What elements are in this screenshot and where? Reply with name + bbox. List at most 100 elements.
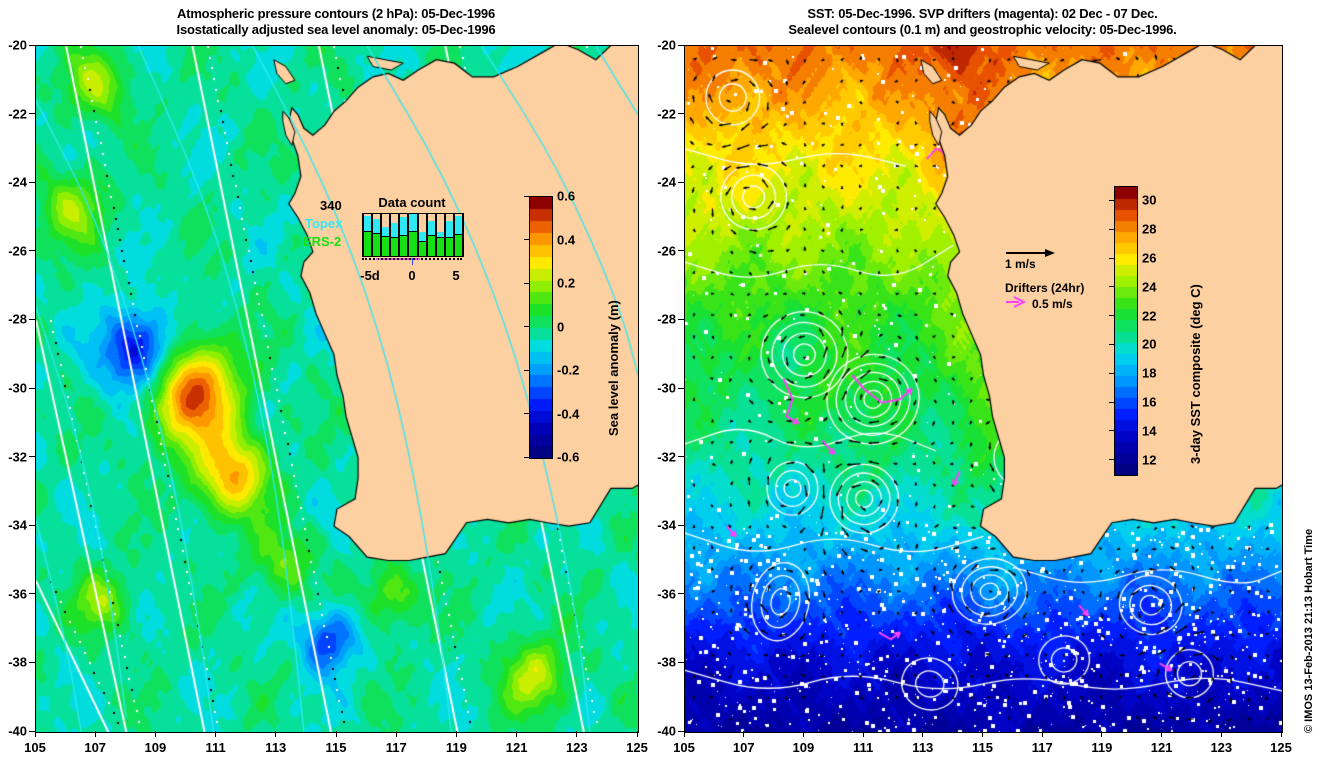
left-lat-tick-label: -32 — [8, 449, 27, 465]
right-lat-tick-label: -28 — [657, 311, 676, 327]
sst-colorbar-tick — [1109, 459, 1114, 461]
right-lon-tick — [922, 731, 924, 737]
sst-colorbar-tick-label: 12 — [1142, 452, 1157, 468]
sst-colorbar-title: 3-day SST composite (deg C) — [1188, 284, 1203, 464]
left-lon-tick — [215, 731, 217, 737]
data-count-xtick-label: 0 — [408, 268, 416, 283]
data-count-bar-ers2 — [445, 238, 453, 256]
right-lon-tick-label: 123 — [1210, 740, 1233, 755]
right-lat-tick — [678, 456, 684, 458]
right-lat-tick — [678, 524, 684, 526]
sst-colorbar-tick — [1109, 430, 1114, 432]
right-lon-tick — [1101, 731, 1103, 737]
data-count-bar-topex — [373, 218, 381, 235]
left-lon-tick-label: 109 — [144, 740, 167, 755]
left-title-line1: Atmospheric pressure contours (2 hPa): 0… — [177, 6, 495, 21]
sst-colorbar-tick-label: 16 — [1142, 394, 1157, 410]
data-count-bar-ers2 — [427, 235, 435, 256]
sla-colorbar-tick-label: -0.2 — [557, 362, 580, 378]
data-count-inset: Data count — [362, 195, 464, 268]
right-lat-tick — [678, 593, 684, 595]
left-lon-tick-label: 105 — [24, 740, 46, 755]
data-count-bar-ers2 — [373, 234, 381, 256]
sst-colorbar-tick-label: 14 — [1142, 423, 1157, 439]
data-count-bar-ers2 — [364, 231, 372, 256]
sla-colorbar-title: Sea level anomaly (m) — [606, 300, 621, 436]
data-count-bar-topex — [400, 217, 408, 236]
right-lon-tick — [1220, 731, 1222, 737]
left-lat-tick-label: -22 — [8, 106, 27, 122]
right-panel-title: SST: 05-Dec-1996. SVP drifters (magenta)… — [684, 6, 1281, 38]
left-panel-title: Atmospheric pressure contours (2 hPa): 0… — [35, 6, 637, 38]
velocity-scale-label: 1 m/s — [1005, 257, 1036, 271]
right-lat-tick-label: -32 — [657, 449, 676, 465]
right-lat-tick-label: -30 — [657, 380, 676, 396]
track-legend-topex: Topex — [305, 216, 343, 231]
data-count-bar — [417, 214, 427, 256]
right-lon-tick — [982, 731, 983, 737]
right-lon-tick-label: 119 — [1091, 740, 1113, 755]
left-lat-tick-label: -30 — [8, 380, 27, 396]
data-count-bar-ers2 — [382, 236, 390, 256]
right-lat-tick — [678, 730, 684, 732]
sst-colorbar-tick — [1109, 257, 1114, 259]
left-lon-tick-label: 115 — [325, 740, 347, 755]
left-lon-tick — [94, 731, 96, 737]
data-count-bar — [444, 214, 454, 256]
data-count-bar-topex — [427, 220, 435, 236]
data-count-bar-ers2 — [454, 235, 463, 256]
right-lon-tick-label: 107 — [732, 740, 755, 755]
sst-colorbar-tick — [1109, 372, 1114, 374]
left-lat-tick-label: -34 — [8, 517, 27, 533]
left-lon-tick-label: 113 — [265, 740, 287, 755]
data-count-bar-ers2 — [409, 232, 417, 256]
right-lon-tick — [1161, 731, 1163, 737]
data-count-bar — [399, 214, 409, 256]
left-lat-tick-label: -24 — [8, 174, 27, 190]
data-count-bar-ers2 — [436, 238, 444, 256]
right-lon-tick — [802, 731, 804, 737]
right-lat-tick — [678, 181, 684, 183]
left-lon-tick-label: 121 — [505, 740, 528, 755]
left-lat-tick — [29, 593, 35, 595]
right-lat-tick-label: -38 — [657, 654, 676, 670]
sst-colorbar-tick — [1109, 315, 1114, 317]
right-lat-tick — [678, 318, 684, 320]
right-lat-tick-label: -24 — [657, 174, 676, 190]
left-lon-tick — [275, 731, 277, 737]
sla-colorbar-tick — [524, 369, 529, 371]
left-lat-tick-label: -26 — [8, 243, 27, 259]
right-lat-tick — [678, 661, 684, 663]
left-lat-tick — [29, 250, 35, 252]
sst-colorbar-tick-label: 24 — [1142, 279, 1157, 295]
sst-geostrophic-velocity-map[interactable] — [684, 45, 1283, 733]
data-count-title: Data count — [378, 195, 446, 210]
sla-colorbar-tick-label: 0 — [557, 319, 565, 334]
left-lon-tick-label: 111 — [205, 740, 226, 755]
left-lat-tick — [29, 318, 35, 320]
data-count-bar-topex — [391, 223, 399, 239]
sla-colorbar-tick — [524, 326, 529, 327]
left-lon-tick — [395, 731, 397, 737]
data-count-bar — [363, 214, 373, 256]
left-lat-tick-label: -36 — [8, 586, 27, 602]
left-lon-tick — [636, 731, 638, 737]
right-lat-tick-label: -26 — [657, 243, 676, 259]
track-cycle-label: 340 — [320, 198, 342, 213]
right-lat-tick-label: -34 — [657, 517, 676, 533]
left-lon-tick-label: 119 — [445, 740, 467, 755]
left-lon-tick — [34, 731, 36, 737]
sst-colorbar-tick-label: 28 — [1142, 221, 1157, 237]
data-count-bar — [435, 214, 445, 256]
data-count-bar-topex — [445, 220, 453, 239]
left-lat-tick — [29, 44, 35, 46]
data-count-bar-topex — [454, 215, 463, 235]
left-lat-tick — [29, 524, 35, 526]
left-lat-tick-label: -28 — [8, 311, 27, 327]
left-lon-tick — [154, 731, 156, 737]
data-count-bar-topex — [364, 215, 372, 232]
data-count-bar — [453, 214, 464, 256]
right-lon-tick-label: 111 — [852, 740, 874, 755]
sla-colorbar-tick — [524, 456, 529, 458]
right-lat-tick-label: -40 — [657, 723, 676, 739]
